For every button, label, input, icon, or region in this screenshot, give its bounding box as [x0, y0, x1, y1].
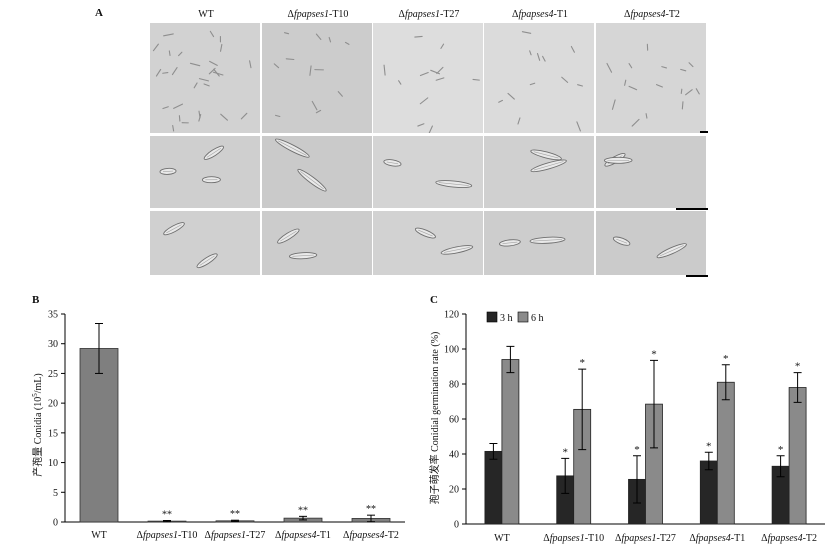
x-tick-label-4: Δfpapses4-T1 — [689, 533, 745, 544]
significance-mark-4: ** — [298, 505, 308, 516]
micrograph-r3-c1 — [150, 211, 260, 275]
bar-series2-1 — [501, 359, 520, 525]
micrograph-r1-c2 — [262, 23, 372, 133]
micrograph-r2-c4 — [484, 136, 594, 208]
x-tick-label-3: Δfpapses1-T27 — [205, 530, 266, 541]
micrograph-r2-c1 — [150, 136, 260, 208]
column-label-fpapses4-t1: Δfpapses4-T1 — [512, 9, 568, 20]
column-label-fpapses4-t2: Δfpapses4-T2 — [624, 9, 680, 20]
significance-mark-series1-4: * — [706, 440, 712, 452]
micrograph-r2-c3 — [373, 136, 483, 208]
significance-mark-2: ** — [162, 510, 172, 521]
micrograph-r2-c2 — [262, 136, 372, 208]
micrograph-r2-c5 — [596, 136, 706, 208]
y-tick-label: 35 — [48, 310, 58, 321]
y-tick-label: 0 — [53, 518, 58, 529]
micrograph-r1-c1 — [150, 23, 260, 133]
y-tick-label: 40 — [449, 450, 459, 461]
significance-mark-5: ** — [366, 504, 376, 515]
x-tick-label-5: Δfpapses4-T2 — [343, 530, 399, 541]
micrograph-r1-c3 — [373, 23, 483, 133]
y-tick-label: 10 — [48, 458, 58, 469]
y-tick-label: 20 — [449, 485, 459, 496]
significance-mark-series1-2: * — [562, 446, 568, 458]
x-tick-label-1: WT — [494, 533, 510, 544]
panel-a-letter: A — [95, 7, 103, 19]
x-tick-label-2: Δfpapses1-T10 — [543, 533, 604, 544]
x-tick-label-2: Δfpapses1-T10 — [137, 530, 198, 541]
y-tick-label: 80 — [449, 380, 459, 391]
legend-label-6h: 6 h — [531, 313, 544, 324]
y-tick-label: 120 — [444, 310, 459, 321]
germination-y-axis-label: 孢子萌发率 Conidial germination rate (%) — [428, 332, 441, 505]
y-tick-label: 60 — [449, 415, 459, 426]
significance-mark-series2-2: * — [579, 357, 585, 369]
bar-series2-5 — [788, 387, 807, 525]
y-tick-label: 0 — [454, 520, 459, 531]
micrograph-r3-c5 — [596, 211, 706, 275]
y-tick-label: 15 — [48, 428, 58, 439]
micrograph-r3-c3 — [373, 211, 483, 275]
significance-mark-series1-3: * — [634, 444, 640, 456]
micrograph-r3-c4 — [484, 211, 594, 275]
x-tick-label-1: WT — [91, 530, 107, 541]
micrograph-r1-c5 — [596, 23, 706, 133]
micrograph-r3-c2 — [262, 211, 372, 275]
column-label-fpapses1-t27: Δfpapses1-T27 — [398, 9, 460, 20]
conidia-chart: 产孢量 Conidia (105/mL) 0 5 10 15 20 25 30 35 WT ** Δ… — [31, 310, 405, 541]
x-tick-label-3: Δfpapses1-T27 — [615, 533, 676, 544]
legend-swatch-3h — [486, 311, 498, 323]
significance-mark-series2-4: * — [723, 353, 729, 365]
legend-label-3h: 3 h — [500, 313, 513, 324]
bar-series2-4 — [716, 381, 735, 525]
y-tick-label: 20 — [48, 399, 58, 410]
y-tick-label: 25 — [48, 369, 58, 380]
significance-mark-series1-5: * — [778, 444, 784, 456]
scale-bar-row1 — [700, 131, 708, 133]
y-tick-label: 100 — [444, 345, 459, 356]
germination-chart: 孢子萌发率 Conidial germination rate (%) 3 h … — [428, 310, 825, 544]
y-tick-label: 30 — [48, 339, 58, 350]
micrograph-r1-c4 — [484, 23, 594, 133]
significance-mark-series2-5: * — [795, 361, 801, 373]
significance-mark-series2-3: * — [651, 348, 657, 360]
x-tick-label-5: Δfpapses4-T2 — [761, 533, 817, 544]
panel-c-letter: C — [430, 294, 438, 306]
column-label-fpapses1-t10: Δfpapses1-T10 — [287, 9, 349, 20]
y-tick-label: 5 — [53, 488, 58, 499]
legend-swatch-6h — [517, 311, 529, 323]
significance-mark-3: ** — [230, 509, 240, 520]
bar-1 — [79, 348, 119, 523]
panel-b-letter: B — [32, 294, 40, 306]
column-label-wt: WT — [198, 9, 214, 20]
x-tick-label-4: Δfpapses4-T1 — [275, 530, 331, 541]
conidia-y-axis-label: 产孢量 Conidia (105/mL) — [31, 373, 44, 477]
scale-bar-row2 — [676, 208, 708, 210]
bar-series1-4 — [699, 460, 718, 525]
bar-series1-1 — [484, 450, 503, 525]
scale-bar-row3 — [686, 275, 708, 277]
